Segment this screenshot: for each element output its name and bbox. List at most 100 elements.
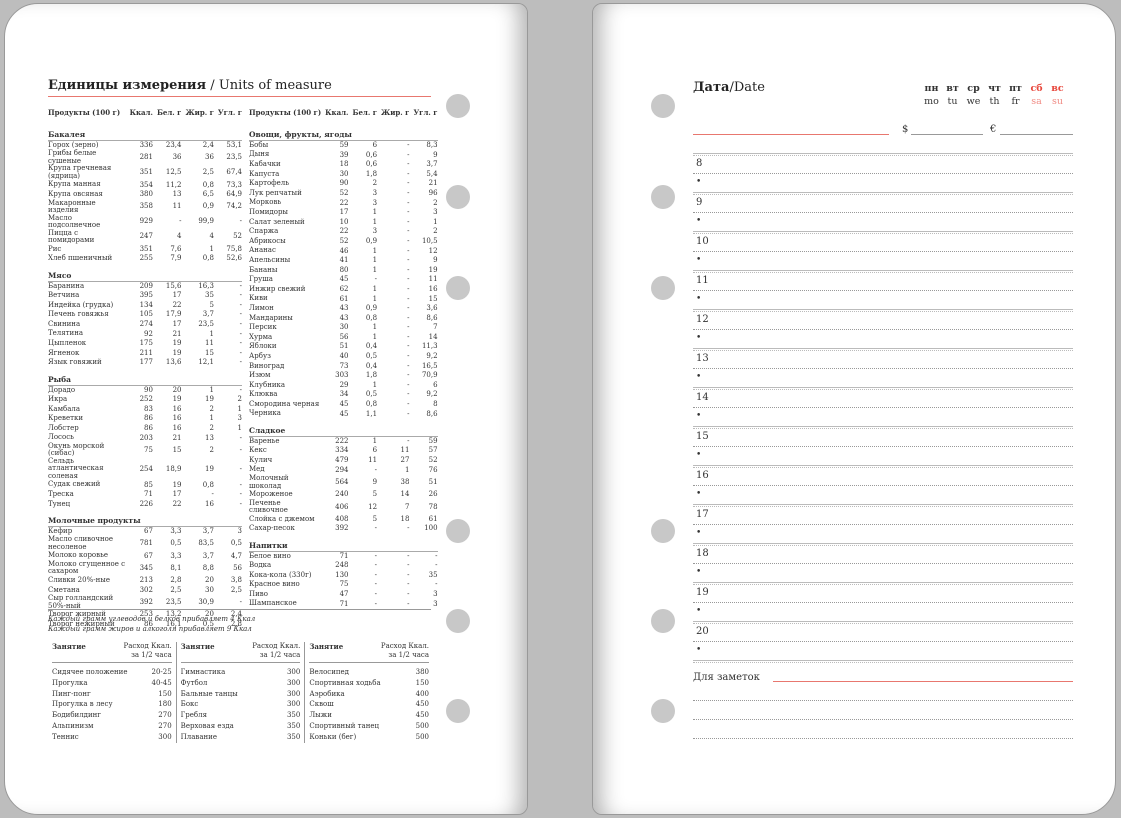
weekday-th[interactable]: чт th xyxy=(984,82,1005,108)
weekday-mo[interactable]: пн mo xyxy=(921,82,942,108)
weekday-fr[interactable]: пт fr xyxy=(1005,82,1026,108)
table-row: Помидоры 17 1 - 3 xyxy=(249,208,438,218)
table-row: Лимон 43 0,9 - 3,6 xyxy=(249,304,438,314)
binder-hole xyxy=(651,276,675,300)
notes-line[interactable] xyxy=(693,700,1073,701)
cell-value: 20 xyxy=(205,610,214,619)
header-kcal: Расход Ккал. за 1/2 часа xyxy=(123,642,172,659)
cell-value: 1 xyxy=(209,244,214,253)
cell-value: - xyxy=(374,465,378,474)
half-hour-line[interactable] xyxy=(693,602,1073,603)
cell-value: 80 xyxy=(339,265,349,274)
cell-value: 11,3 xyxy=(421,342,438,351)
cell-value: 134 xyxy=(139,300,153,309)
weekday-ru: ср xyxy=(967,83,980,94)
activity-row: Теннис 300 xyxy=(52,732,172,743)
hour-divider xyxy=(693,543,1073,546)
cell-value: 18,9 xyxy=(165,464,182,473)
cell-value: 1 xyxy=(372,217,378,226)
notes-line[interactable] xyxy=(693,738,1073,739)
weekday-sa[interactable]: сб sa xyxy=(1026,82,1047,108)
half-hour-line[interactable] xyxy=(693,368,1073,369)
weekday-su[interactable]: вс su xyxy=(1047,82,1068,108)
table-row: Язык говяжий 177 13,6 12,1 - xyxy=(48,358,242,368)
product-name: Кефир xyxy=(48,527,73,536)
half-hour-line[interactable] xyxy=(693,173,1073,174)
half-hour-line[interactable] xyxy=(693,524,1073,525)
cell-value: 406 xyxy=(335,502,349,511)
column-header: Жир. г xyxy=(185,108,214,117)
half-hour-line[interactable] xyxy=(693,563,1073,564)
cell-value: 203 xyxy=(139,433,153,442)
binder-hole xyxy=(446,276,470,300)
page-title: Единицы измерения / Units of measure xyxy=(48,78,332,93)
product-name: Тунец xyxy=(48,499,71,508)
half-hour-line[interactable] xyxy=(693,407,1073,408)
product-name: Сахар-песок xyxy=(249,524,295,533)
cell-value: 6 xyxy=(433,380,438,389)
cell-value: - xyxy=(435,561,438,570)
cell-value: 358 xyxy=(139,202,153,211)
half-hour-line[interactable] xyxy=(693,485,1073,486)
section-title: Мясо xyxy=(48,263,242,282)
cell-value: 3,7 xyxy=(202,551,214,560)
hour-divider xyxy=(693,348,1073,351)
notes-line[interactable] xyxy=(693,719,1073,720)
product-name: Ананас xyxy=(249,246,276,255)
cell-value: 56 xyxy=(339,332,349,341)
date-line[interactable] xyxy=(693,134,889,135)
activity-name: Альпинизм xyxy=(52,721,94,730)
cell-value: 86 xyxy=(144,414,153,423)
product-name: Лосось xyxy=(48,433,74,442)
table-row: Хурма 56 1 - 14 xyxy=(249,333,438,343)
column-header: Продукты (100 г) xyxy=(48,108,121,117)
activity-row: Альпинизм 270 xyxy=(52,721,172,732)
half-hour-bullet: • xyxy=(696,294,702,304)
cell-value: 0,9 xyxy=(202,202,214,211)
table-row: Цыпленок 175 19 11 - xyxy=(48,339,242,349)
cell-value: 11 xyxy=(400,446,410,455)
cell-value: 17 xyxy=(172,490,182,499)
weekday-tu[interactable]: вт tu xyxy=(942,82,963,108)
section-title: Бакалея xyxy=(48,123,242,142)
product-name: Кулич xyxy=(249,455,273,464)
hour-divider xyxy=(693,387,1073,390)
column-header: Угл. г xyxy=(217,108,242,117)
cell-value: 45 xyxy=(339,275,349,284)
cell-value: 9 xyxy=(433,150,438,159)
cell-value: 3 xyxy=(372,227,378,236)
cell-value: 3,7 xyxy=(202,527,214,536)
cell-value: 6 xyxy=(372,141,378,150)
half-hour-line[interactable] xyxy=(693,446,1073,447)
cell-value: 16 xyxy=(172,414,182,423)
activity-name: Прогулка xyxy=(52,678,88,687)
cell-value: - xyxy=(374,599,378,608)
euro-field[interactable] xyxy=(1000,134,1073,135)
section-title: Молочные продукты xyxy=(48,509,242,528)
hour-label: 17 xyxy=(696,509,709,520)
half-hour-line[interactable] xyxy=(693,212,1073,213)
half-hour-line[interactable] xyxy=(693,329,1073,330)
cell-value: 67,4 xyxy=(226,168,242,177)
dollar-field[interactable] xyxy=(911,134,983,135)
cell-value: 213 xyxy=(139,576,153,585)
cell-value: 18 xyxy=(339,160,349,169)
half-hour-line[interactable] xyxy=(693,251,1073,252)
hour-divider xyxy=(693,270,1073,273)
product-name: Помидоры xyxy=(249,208,289,217)
cell-value: 2 xyxy=(372,179,378,188)
cell-value: 6,5 xyxy=(202,190,214,199)
weekday-we[interactable]: ср we xyxy=(963,82,984,108)
column-header: Угл. г xyxy=(413,108,438,117)
cell-value: 10 xyxy=(339,217,349,226)
half-hour-line[interactable] xyxy=(693,641,1073,642)
product-name: Макаронные изделия xyxy=(48,198,96,215)
cell-value: 30,9 xyxy=(198,598,214,607)
half-hour-bullet: • xyxy=(696,450,702,460)
cell-value: 0,8 xyxy=(202,180,214,189)
table-row: Молочный шоколад 564 9 38 51 xyxy=(249,474,438,490)
cell-value: 11,2 xyxy=(165,180,182,189)
half-hour-line[interactable] xyxy=(693,290,1073,291)
activity-row: Сидячее положение 20-25 xyxy=(52,667,172,678)
section-title: Рыба xyxy=(48,367,242,386)
